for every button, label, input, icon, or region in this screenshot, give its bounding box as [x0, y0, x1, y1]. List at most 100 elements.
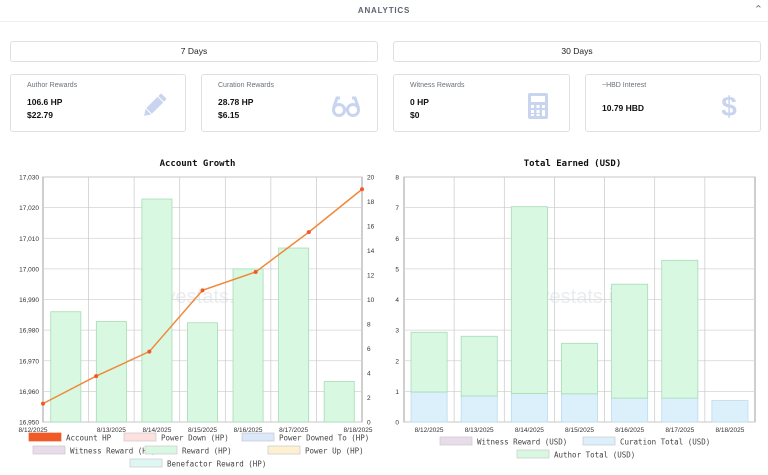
- y-axis-tick: 3: [395, 328, 399, 335]
- right-axis-tick: 8: [367, 322, 371, 329]
- curation-bar: [711, 400, 749, 423]
- dollar-icon: $: [721, 91, 737, 121]
- left-axis-tick: 16,960: [19, 389, 39, 396]
- y-axis-tick: 4: [395, 297, 399, 304]
- section-title: ANALYTICS: [357, 6, 411, 15]
- author-bar: [410, 331, 448, 393]
- account-growth-title: Account Growth: [159, 159, 236, 169]
- curation-bar: [661, 397, 699, 423]
- x-axis-tick: 8/18/2025: [344, 427, 373, 434]
- card-value-usd: $6.15: [218, 110, 240, 120]
- account-hp-point: [147, 349, 152, 354]
- range-7-days-button[interactable]: 7 Days: [10, 41, 378, 62]
- hbd-interest-card: ~HBD Interest 10.79 HBD $: [585, 74, 761, 132]
- right-axis-tick: 16: [367, 224, 375, 231]
- total-earned-title: Total Earned (USD): [523, 159, 622, 169]
- curation-bar: [510, 393, 548, 423]
- legend-swatch: [267, 445, 301, 455]
- y-axis-tick: 6: [395, 236, 399, 243]
- reward-bar: [278, 247, 310, 423]
- account-growth-chart: 16,950 16,960 16,970 16,980 16,990 17,000 17,0…: [19, 175, 375, 469]
- left-axis-tick: 16,990: [19, 297, 39, 304]
- x-axis-tick: 8/13/2025: [97, 427, 126, 434]
- legend-label: Curation Total (USD): [620, 438, 710, 447]
- legend-swatch: [144, 445, 178, 455]
- author-bar: [510, 206, 548, 394]
- account-hp-point: [306, 230, 311, 235]
- curation-bar: [611, 397, 649, 423]
- legend-label: Account HP: [66, 434, 112, 443]
- x-axis-tick: 8/16/2025: [615, 427, 644, 434]
- reward-bar: [95, 321, 127, 423]
- svg-text:$: $: [721, 91, 737, 121]
- right-axis-tick: 6: [367, 346, 371, 353]
- left-axis-tick: 16,950: [19, 420, 39, 427]
- watermark: hivestats.io: [150, 286, 250, 308]
- x-axis-tick: 8/16/2025: [234, 427, 263, 434]
- x-axis-tick: 8/17/2025: [665, 427, 694, 434]
- card-label: Witness Rewards: [410, 82, 465, 89]
- card-value-hp: 28.78 HP: [218, 97, 254, 107]
- author-bar: [611, 283, 649, 399]
- right-axis-tick: 4: [367, 371, 371, 378]
- legend-label: Witness Reward (HP): [70, 447, 156, 456]
- legend-swatch: [123, 432, 157, 442]
- author-bar: [561, 342, 598, 395]
- legend-label: Power Downed To (HP): [279, 434, 369, 443]
- x-axis-tick: 8/12/2025: [415, 427, 444, 434]
- author-bar: [661, 259, 699, 399]
- legend-swatch: [516, 449, 550, 459]
- left-axis-tick: 17,030: [19, 175, 39, 182]
- account-hp-point: [253, 269, 258, 274]
- right-axis-tick: 2: [367, 395, 371, 402]
- legend-label: Power Up (HP): [305, 447, 364, 456]
- calculator-icon: [528, 93, 548, 119]
- card-value-hbd: 10.79 HBD: [602, 103, 645, 113]
- reward-bar: [323, 381, 355, 423]
- legend-label: Witness Reward (USD): [477, 438, 567, 447]
- y-axis-tick: 1: [395, 389, 399, 396]
- card-label: Curation Rewards: [218, 82, 275, 89]
- legend-swatch: [129, 458, 163, 468]
- card-value-hp: 0 HP: [410, 97, 429, 107]
- y-axis-tick: 7: [395, 205, 399, 212]
- account-hp-point: [94, 374, 99, 379]
- watermark: hivestats.io: [524, 286, 624, 308]
- card-value-usd: $22.79: [27, 110, 53, 120]
- x-axis-tick: 8/18/2025: [715, 427, 744, 434]
- right-axis-tick: 10: [367, 297, 375, 304]
- legend-swatch: [241, 432, 275, 442]
- author-bar: [460, 335, 498, 397]
- author-rewards-card: Author Rewards 106.6 HP $22.79: [10, 74, 186, 132]
- chevron-up-icon[interactable]: ⌃: [753, 4, 763, 16]
- legend-swatch: [439, 436, 473, 446]
- left-axis-tick: 16,970: [19, 358, 39, 365]
- reward-bar: [187, 322, 218, 423]
- legend-swatch: [28, 432, 62, 442]
- legend-label: Benefactor Reward (HP): [167, 460, 266, 469]
- account-hp-point: [360, 187, 364, 192]
- total-earned-chart: 0 1 2 3 4 5 6 7 8 hivestats.io 8/12/2025 8/13/2025 8…: [395, 175, 756, 460]
- card-value-usd: $0: [410, 110, 420, 120]
- x-axis-tick: 8/15/2025: [188, 427, 217, 434]
- range-30-days-button[interactable]: 30 Days: [393, 41, 761, 62]
- reward-bar: [141, 198, 173, 423]
- y-axis-tick: 0: [395, 420, 399, 427]
- legend-label: Power Down (HP): [161, 434, 229, 443]
- x-axis-tick: 8/13/2025: [465, 427, 494, 434]
- account-hp-point: [200, 288, 205, 293]
- right-axis-tick: 18: [367, 199, 375, 206]
- right-axis-tick: 14: [367, 248, 375, 255]
- left-axis-tick: 17,020: [19, 205, 39, 212]
- reward-bar: [50, 311, 82, 423]
- analytics-header[interactable]: ANALYTICS ⌃: [0, 0, 768, 22]
- x-axis-tick: 8/15/2025: [565, 427, 594, 434]
- glasses-icon: [332, 96, 360, 117]
- card-label: Author Rewards: [27, 82, 78, 89]
- witness-rewards-card: Witness Rewards 0 HP $0: [393, 74, 570, 132]
- y-axis-tick: 2: [395, 358, 399, 365]
- left-axis-tick: 17,000: [19, 266, 39, 273]
- right-axis-tick: 20: [367, 175, 375, 182]
- curation-bar: [561, 393, 598, 423]
- legend-swatch: [32, 445, 66, 455]
